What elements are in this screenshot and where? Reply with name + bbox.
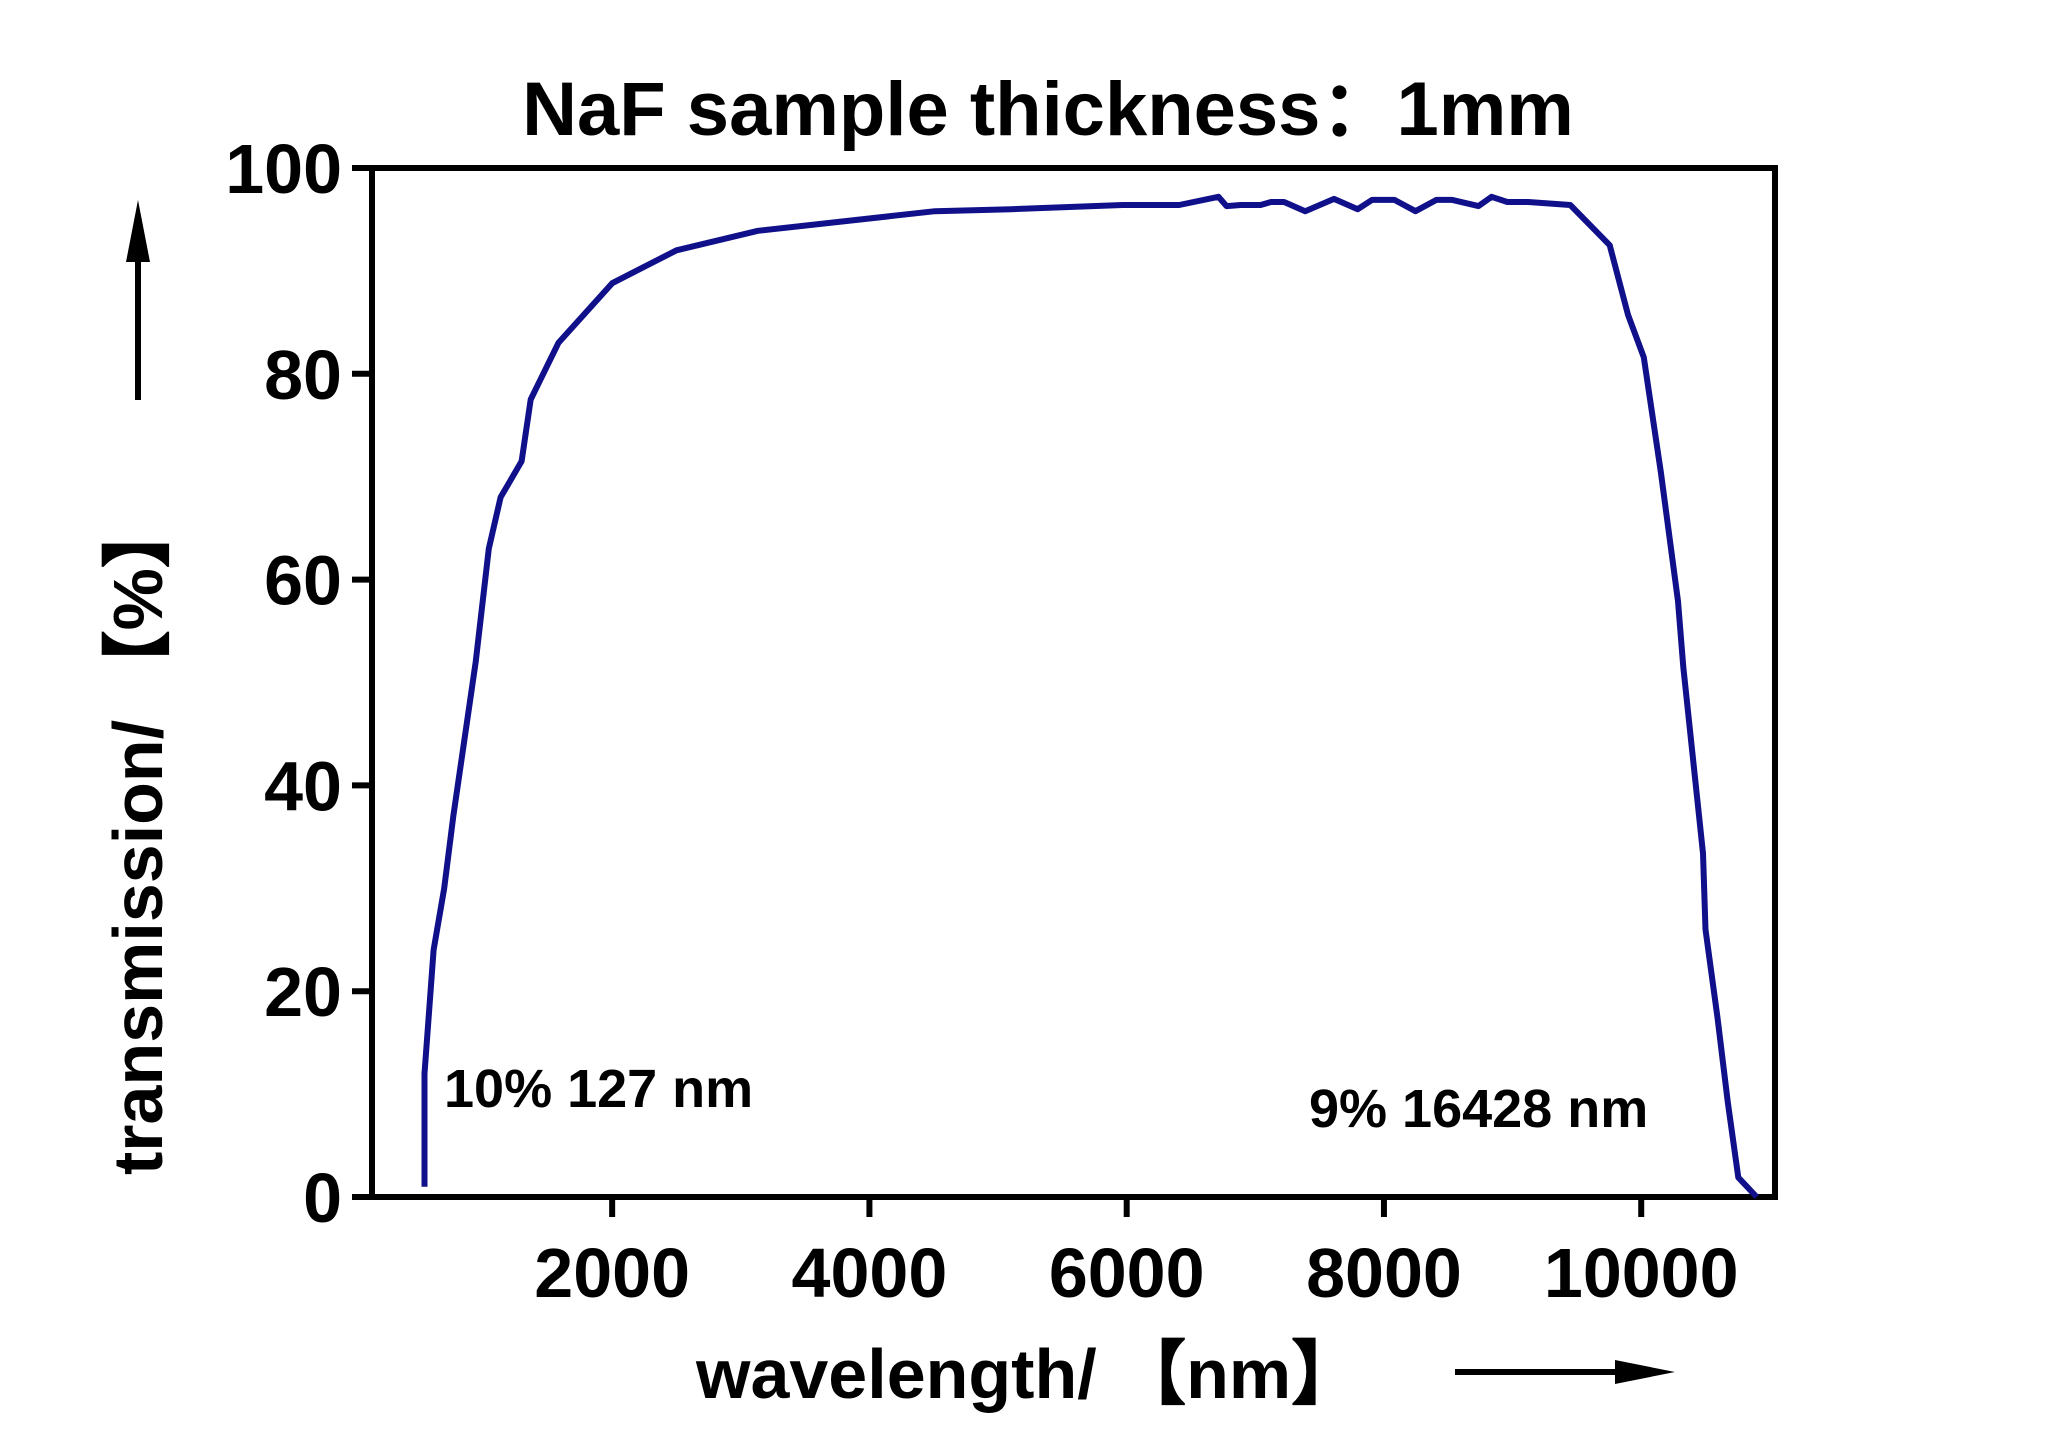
y-tick-label: 80	[264, 336, 342, 414]
x-axis-label: wavelength/ 【nm】	[695, 1335, 1361, 1413]
x-tick-label: 6000	[1049, 1234, 1205, 1312]
x-tick-label: 8000	[1306, 1234, 1462, 1312]
x-tick-label: 4000	[792, 1234, 948, 1312]
x-arrow	[1455, 1360, 1675, 1384]
y-tick-label: 0	[303, 1159, 342, 1237]
data-line	[421, 193, 1759, 1200]
x-tick-label: 2000	[534, 1234, 690, 1312]
y-axis-label: transmission/ 【%】	[99, 498, 177, 1175]
y-tick-label: 100	[225, 130, 342, 208]
annotation: 9% 16428 nm	[1309, 1079, 1648, 1139]
x-tick-label: 10000	[1544, 1234, 1739, 1312]
y-tick-label: 20	[264, 953, 342, 1031]
y-tick-label: 40	[264, 747, 342, 825]
annotation: 10% 127 nm	[444, 1059, 753, 1119]
plot-frame	[369, 165, 1778, 1200]
chart-title: NaF sample thickness：1mm	[522, 67, 1574, 152]
y-tick-label: 60	[264, 542, 342, 620]
y-arrow	[126, 200, 150, 400]
